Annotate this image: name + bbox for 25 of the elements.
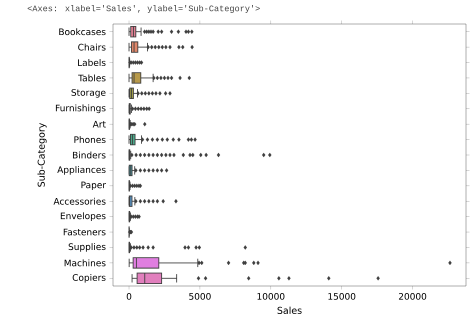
x-tick-label: 0 (126, 293, 132, 300)
x-axis-title: Sales (278, 306, 302, 314)
y-tick-label: Supplies (68, 243, 106, 252)
y-tick-label: Machines (64, 259, 106, 266)
y-tick-label: Chairs (78, 44, 106, 51)
y-tick-label: Paper (81, 182, 106, 190)
y-tick-label: Art (92, 120, 106, 128)
y-tick-label: Tables (78, 74, 106, 82)
y-tick-label: Accessories (54, 198, 106, 205)
y-tick-label: Labels (78, 59, 106, 66)
y-tick-label: Envelopes (60, 212, 106, 221)
x-tick-label: 15000 (328, 293, 356, 300)
y-tick-label: Phones (74, 136, 106, 144)
y-tick-label: Fasteners (64, 228, 106, 236)
x-tick-label: 5000 (189, 293, 211, 300)
y-axis-title: Sub-Category (37, 122, 47, 187)
y-tick-label: Appliances (57, 166, 106, 175)
x-tick-label: 20000 (398, 293, 426, 300)
y-tick-label: Copiers (72, 274, 106, 283)
y-tick-label: Furnishings (56, 104, 106, 114)
y-tick-label: Binders (72, 152, 106, 158)
y-tick-label: Storage (72, 89, 106, 98)
x-tick-label: 10000 (258, 293, 284, 300)
text: <Axes: xlabel='Sales', ylabel='Sub-Category'> (28, 5, 260, 13)
y-tick-label: Bookcases (59, 28, 106, 36)
